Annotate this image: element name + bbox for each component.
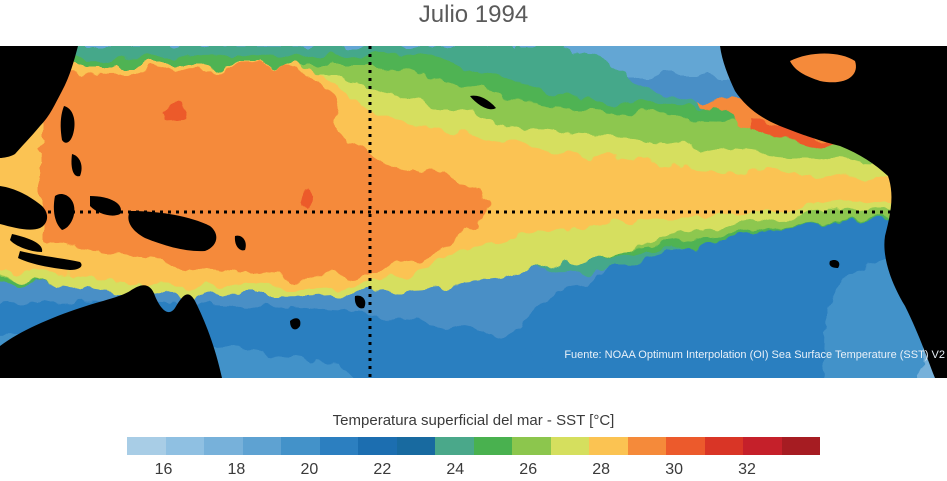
colorbar-tick-label: 28 [592, 461, 611, 478]
colorbar-segment [550, 437, 589, 455]
colorbar-tick-label: 30 [665, 461, 683, 478]
colorbar-tick-label: 16 [154, 461, 173, 478]
colorbar-segment [666, 437, 705, 455]
colorbar-segment [473, 437, 512, 455]
colorbar-segment [781, 437, 820, 455]
colorbar-tick-label: 32 [738, 461, 756, 478]
colorbar-segment [281, 437, 320, 455]
colorbar [127, 437, 820, 455]
colorbar-tick-label: 26 [519, 461, 538, 478]
colorbar-segment [743, 437, 782, 455]
colorbar-segment [627, 437, 666, 455]
colorbar-segment [204, 437, 243, 455]
colorbar-segment [127, 437, 166, 455]
colorbar-segment [165, 437, 204, 455]
colorbar-tick-label: 20 [300, 461, 319, 478]
map-title: Julio 1994 [418, 1, 529, 28]
colorbar-segment [435, 437, 474, 455]
sst-map [0, 46, 947, 378]
colorbar-tick-label: 18 [227, 461, 246, 478]
colorbar-segment [319, 437, 358, 455]
colorbar-segment [512, 437, 551, 455]
colorbar-tick-label: 22 [373, 461, 392, 478]
colorbar-title: Temperatura superficial del mar - SST [°… [332, 412, 615, 429]
colorbar-segment [358, 437, 397, 455]
colorbar-ticks: 16 18 20 22 24 26 28 30 32 [0, 461, 947, 481]
colorbar-segment [396, 437, 435, 455]
landmass [0, 46, 947, 378]
colorbar-segment [704, 437, 743, 455]
colorbar-segment [589, 437, 628, 455]
colorbar-segment [242, 437, 281, 455]
source-note: Fuente: NOAA Optimum Interpolation (OI) … [564, 349, 945, 361]
colorbar-tick-label: 24 [446, 461, 465, 478]
